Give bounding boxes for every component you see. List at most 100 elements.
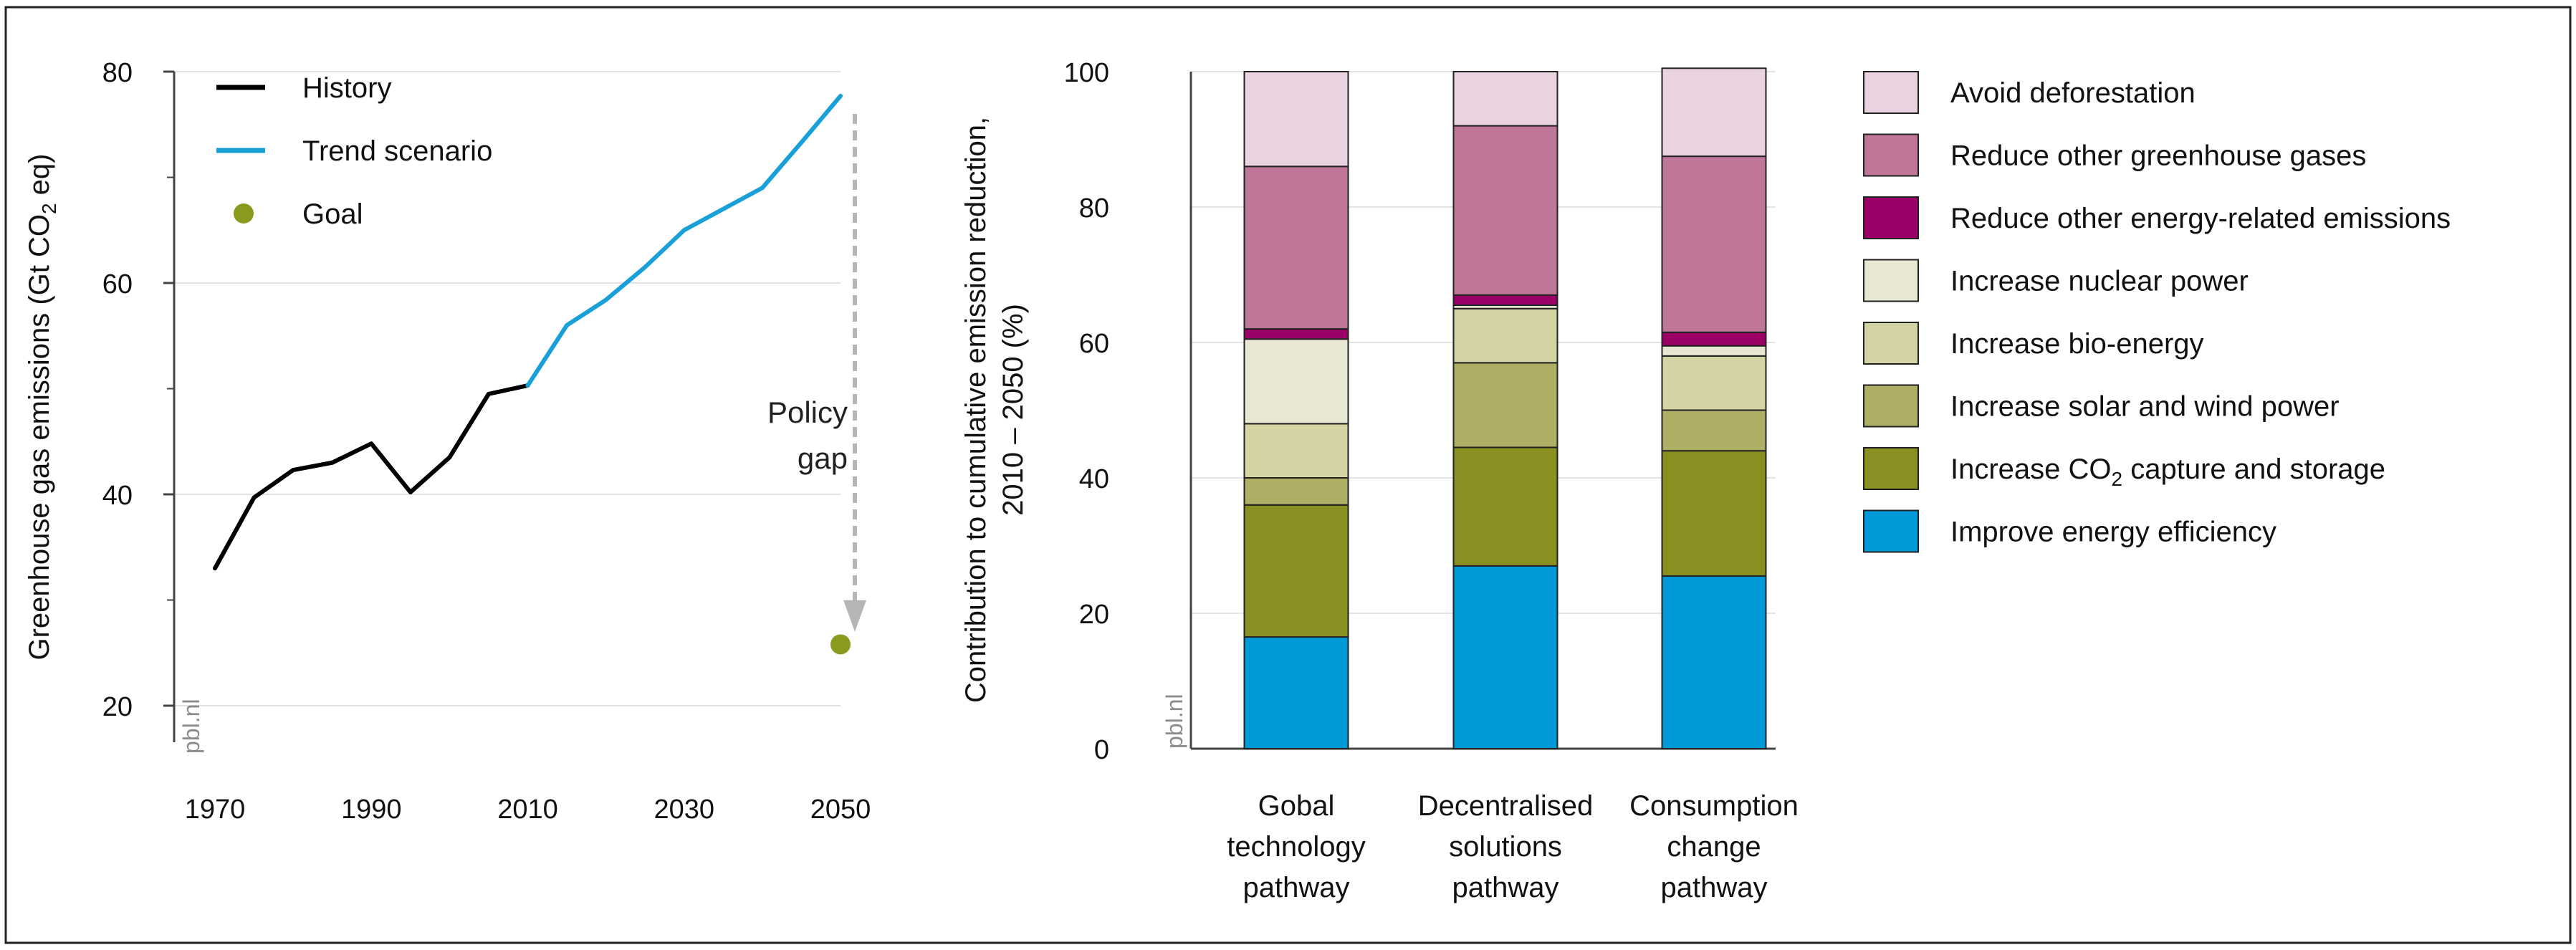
legend-swatch-increase-co2-capture-and-storage [1863,447,1919,490]
emissions-y-tick-label-80: 80 [102,58,133,88]
legend-swatch-avoid-deforestation [1863,71,1919,114]
emissions-x-tick-label-1990: 1990 [341,795,402,825]
legend-label-reduce-other-energy-related-emissions: Reduce other energy-related emissions [1950,203,2451,234]
legend-label-increase-nuclear-power: Increase nuclear power [1950,266,2249,297]
reduction-legend-item-increase-nuclear-power: Increase nuclear power [1863,259,2249,302]
legend-swatch-reduce-other-energy-related-emissions [1863,196,1919,239]
emissions-y-axis-title: Greenhouse gas emissions (Gt CO2 eq) [24,154,60,661]
legend-label-history: History [302,72,391,104]
emissions-legend-item-goal: Goal [234,198,363,230]
bar-segment-reduce-other-greenhouse-gases [1661,155,1767,333]
legend-label-suffix: capture and storage [2122,454,2385,485]
emissions-legend-item-trend-scenario: Trend scenario [216,135,492,167]
emissions-series [213,93,851,655]
emissions-gridlines [174,71,841,706]
bar-segment-increase-solar-and-wind-power [1243,477,1349,506]
bar-stack-gobal-technology-pathway [1243,71,1349,750]
reduction-y-ticks: 0 20 40 60 80 100 [1064,58,1109,765]
legend-swatch-goal [234,203,254,224]
bar-segment-increase-bio-energy [1452,307,1558,364]
bar-segment-reduce-other-greenhouse-gases [1452,125,1558,296]
emissions-x-tick-label-1970: 1970 [185,795,246,825]
legend-label-increase-bio-energy: Increase bio-energy [1950,328,2204,360]
reduction-bars [1243,67,1767,750]
category-label-line: technology [1227,831,1365,863]
emissions-x-tick-label-2030: 2030 [653,795,714,825]
policy-gap-arrow-head [843,600,866,632]
bar-segment-improve-energy-efficiency [1661,575,1767,750]
emissions-y-tick-label-40: 40 [102,481,133,511]
legend-label-avoid-deforestation: Avoid deforestation [1950,77,2196,109]
bar-segment-increase-solar-and-wind-power [1661,409,1767,452]
reduction-y-tick-label-60: 60 [1079,329,1109,359]
legend-label-improve-energy-efficiency: Improve energy efficiency [1950,517,2276,548]
reduction-legend-item-reduce-other-greenhouse-gases: Reduce other greenhouse gases [1863,133,2366,177]
bar-segment-reduce-other-energy-related-emissions [1243,328,1349,340]
emissions-legend: History Trend scenario Goal [216,72,492,230]
bar-segment-increase-bio-energy [1661,355,1767,411]
legend-label-increase-co2-capture-and-storage: Increase CO2 capture and storage [1950,454,2385,490]
bar-segment-avoid-deforestation [1243,71,1349,168]
reduction-legend-item-increase-bio-energy: Increase bio-energy [1863,322,2204,365]
bar-segment-increase-co2-capture-and-storage [1661,450,1767,577]
reduction-legend-item-reduce-other-energy-related-emissions: Reduce other energy-related emissions [1863,196,2451,239]
category-label-line: Gobal [1258,790,1335,822]
reduction-legend-item-increase-co2-capture-and-storage: Increase CO2 capture and storage [1863,447,2385,490]
emissions-x-tick-label-2050: 2050 [810,795,871,825]
policy-gap-label-line1: Policy [767,395,848,429]
bar-segment-increase-co2-capture-and-storage [1243,504,1349,638]
reduction-y-axis-title-line2: 2010 – 2050 (%) [997,304,1029,516]
bar-segment-improve-energy-efficiency [1452,565,1558,749]
legend-label-trend-scenario: Trend scenario [302,135,492,167]
category-label-line: change [1667,831,1761,863]
reduction-watermark: pbl.nl [1162,694,1187,749]
legend-swatch-increase-nuclear-power [1863,259,1919,302]
legend-label-prefix: Increase CO [1950,454,2112,485]
category-label-line: Decentralised [1418,790,1594,822]
bar-segment-increase-nuclear-power [1661,345,1767,357]
legend-label-reduce-other-greenhouse-gases: Reduce other greenhouse gases [1950,140,2366,172]
policy-gap-label-line2: gap [798,441,848,475]
bar-segment-improve-energy-efficiency [1243,636,1349,750]
reduction-y-axis-title-line1: Contribution to cumulative emission redu… [960,117,992,703]
category-label-line: solutions [1449,831,1562,863]
bar-segment-reduce-other-energy-related-emissions [1452,294,1558,307]
bar-segment-increase-bio-energy [1243,423,1349,479]
trend-scenario-line [525,93,843,388]
bar-segment-increase-co2-capture-and-storage [1452,446,1558,567]
category-label-line: Consumption [1629,790,1799,822]
policy-gap-annotation: Policy gap [767,114,866,632]
reduction-y-tick-label-0: 0 [1094,735,1109,765]
reduction-legend: Avoid deforestation Reduce other greenhou… [1863,71,2451,553]
category-label-line: pathway [1661,872,1768,903]
legend-swatch-increase-solar-and-wind-power [1863,384,1919,428]
emissions-y-title-subscript: 2 [38,203,60,214]
reduction-legend-item-improve-energy-efficiency: Improve energy efficiency [1863,509,2276,553]
bar-segment-avoid-deforestation [1452,71,1558,127]
reduction-y-tick-label-40: 40 [1079,464,1109,494]
emissions-y-title-suffix: eq) [24,154,55,203]
legend-label-increase-solar-and-wind-power: Increase solar and wind power [1950,391,2340,423]
legend-label-goal: Goal [302,198,363,230]
emissions-y-tick-label-20: 20 [102,692,133,722]
emissions-watermark: pbl.nl [178,699,204,754]
emissions-y-title-prefix: Greenhouse gas emissions (Gt CO [24,214,55,660]
category-label-line: pathway [1452,872,1559,903]
reduction-legend-item-increase-solar-and-wind-power: Increase solar and wind power [1863,384,2340,428]
category-label-consumption-change-pathway: Consumption change pathway [1629,790,1799,903]
bar-segment-reduce-other-greenhouse-gases [1243,165,1349,330]
category-label-decentralised-solutions-pathway: Decentralised solutions pathway [1418,790,1594,903]
emissions-y-tick-label-60: 60 [102,269,133,299]
emissions-legend-item-history: History [216,72,391,104]
goal-marker [830,634,851,655]
emissions-line-chart: 20 40 60 80 1970 1990 2010 2030 2050 Greenhouse… [24,58,871,825]
bar-segment-increase-solar-and-wind-power [1452,362,1558,448]
legend-swatch-reduce-other-greenhouse-gases [1863,133,1919,177]
bar-segment-increase-nuclear-power [1243,338,1349,425]
legend-label-subscript: 2 [2112,468,2123,490]
legend-swatch-increase-bio-energy [1863,322,1919,365]
reduction-y-tick-label-80: 80 [1079,193,1109,224]
category-label-line: pathway [1243,872,1350,903]
reduction-y-tick-label-100: 100 [1064,58,1109,88]
